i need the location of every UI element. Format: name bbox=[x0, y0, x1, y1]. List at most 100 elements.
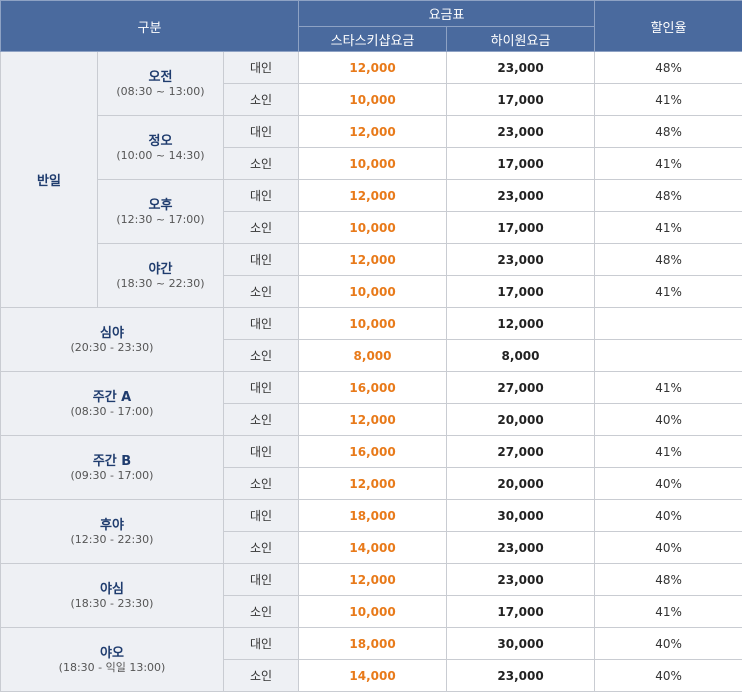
discount-cell: 48% bbox=[594, 179, 742, 212]
age-cell: 소인 bbox=[222, 83, 300, 116]
star-price-cell: 12,000 bbox=[298, 467, 448, 500]
age-cell: 소인 bbox=[222, 403, 300, 436]
age-cell: 소인 bbox=[222, 659, 300, 692]
session-label: 오후 (12:30 ~ 17:00) bbox=[97, 179, 224, 244]
star-price-cell: 16,000 bbox=[298, 371, 448, 404]
high-price-cell: 23,000 bbox=[446, 563, 596, 596]
star-price-cell: 12,000 bbox=[298, 243, 448, 276]
high-price-cell: 17,000 bbox=[446, 211, 596, 244]
table-row: 반일 오전 (08:30 ~ 13:00) 대인 12,000 23,000 48% bbox=[0, 51, 742, 308]
age-cell: 소인 bbox=[222, 467, 300, 500]
table-row: 심야 (20:30 - 23:30) 대인 10,000 12,000 bbox=[0, 307, 742, 372]
table-row: 소인 10,000 17,000 41% bbox=[1, 83, 742, 116]
high-price-cell: 23,000 bbox=[446, 115, 596, 148]
discount-cell: 48% bbox=[594, 563, 742, 596]
group-time: (08:30 - 17:00) bbox=[70, 404, 154, 418]
table-row: 소인 10,000 17,000 41% bbox=[1, 147, 742, 180]
high-price-cell: 23,000 bbox=[446, 243, 596, 276]
high-price-cell: 8,000 bbox=[446, 339, 596, 372]
high-price-cell: 23,000 bbox=[446, 179, 596, 212]
discount-cell: 40% bbox=[594, 499, 742, 532]
header-star-price: 스타스키샵요금 bbox=[298, 26, 448, 52]
age-cell: 대인 bbox=[222, 307, 300, 340]
group-label: 야심 (18:30 - 23:30) bbox=[0, 563, 224, 628]
star-price-cell: 10,000 bbox=[298, 275, 448, 308]
star-price-cell: 14,000 bbox=[298, 659, 448, 692]
high-price-cell: 17,000 bbox=[446, 83, 596, 116]
high-price-cell: 23,000 bbox=[446, 659, 596, 692]
session-time: (12:30 ~ 17:00) bbox=[116, 212, 205, 226]
fee-table-body: 반일 오전 (08:30 ~ 13:00) 대인 12,000 23,000 48% 소인 10… bbox=[0, 51, 742, 692]
age-cell: 대인 bbox=[222, 371, 300, 404]
group-time: (18:30 - 23:30) bbox=[70, 596, 154, 610]
discount-cell: 41% bbox=[594, 211, 742, 244]
table-row: 소인 12,000 20,000 40% bbox=[1, 403, 742, 436]
discount-cell: 41% bbox=[594, 435, 742, 468]
discount-cell: 41% bbox=[594, 275, 742, 308]
table-row: 주간 A (08:30 - 17:00) 대인 16,000 27,000 41% bbox=[0, 371, 742, 436]
session-name: 야간 bbox=[148, 261, 173, 277]
session-time: (18:30 ~ 22:30) bbox=[116, 276, 205, 290]
group-name: 후야 bbox=[100, 517, 124, 533]
group-time: (20:30 - 23:30) bbox=[70, 340, 154, 354]
discount-cell bbox=[594, 339, 742, 372]
discount-cell: 41% bbox=[594, 147, 742, 180]
star-price-cell: 14,000 bbox=[298, 531, 448, 564]
table-row: 소인 10,000 17,000 41% bbox=[1, 595, 742, 628]
group-name: 주간 A bbox=[92, 389, 132, 405]
discount-cell: 40% bbox=[594, 467, 742, 500]
group-label: 주간 B (09:30 - 17:00) bbox=[0, 435, 224, 500]
discount-cell: 41% bbox=[594, 371, 742, 404]
high-price-cell: 30,000 bbox=[446, 627, 596, 660]
session-label: 오전 (08:30 ~ 13:00) bbox=[97, 51, 224, 116]
age-cell: 대인 bbox=[222, 179, 300, 212]
star-price-cell: 10,000 bbox=[298, 147, 448, 180]
age-cell: 대인 bbox=[222, 435, 300, 468]
high-price-cell: 30,000 bbox=[446, 499, 596, 532]
star-price-cell: 18,000 bbox=[298, 627, 448, 660]
age-cell: 소인 bbox=[222, 531, 300, 564]
table-row: 소인 8,000 8,000 bbox=[1, 339, 742, 372]
table-row: 소인 10,000 17,000 41% bbox=[1, 211, 742, 244]
discount-cell: 41% bbox=[594, 595, 742, 628]
header-high-price: 하이원요금 bbox=[446, 26, 596, 52]
table-row: 후야 (12:30 - 22:30) 대인 18,000 30,000 40% bbox=[0, 499, 742, 564]
discount-cell: 40% bbox=[594, 531, 742, 564]
star-price-cell: 18,000 bbox=[298, 499, 448, 532]
high-price-cell: 17,000 bbox=[446, 275, 596, 308]
star-price-cell: 12,000 bbox=[298, 115, 448, 148]
age-cell: 소인 bbox=[222, 147, 300, 180]
group-time: (12:30 - 22:30) bbox=[70, 532, 154, 546]
age-cell: 대인 bbox=[222, 563, 300, 596]
session-name: 오전 bbox=[148, 69, 173, 85]
high-price-cell: 23,000 bbox=[446, 51, 596, 84]
header-fee-table: 요금표 bbox=[298, 0, 596, 27]
discount-cell: 40% bbox=[594, 627, 742, 660]
table-row: 야심 (18:30 - 23:30) 대인 12,000 23,000 48% bbox=[0, 563, 742, 628]
table-row: 오후 (12:30 ~ 17:00) 대인 12,000 23,000 48% bbox=[1, 179, 742, 244]
table-row: 소인 14,000 23,000 40% bbox=[1, 531, 742, 564]
table-row: 야간 (18:30 ~ 22:30) 대인 12,000 23,000 48% bbox=[1, 243, 742, 308]
session-time: (08:30 ~ 13:00) bbox=[116, 84, 205, 98]
star-price-cell: 12,000 bbox=[298, 179, 448, 212]
half-day-label: 반일 bbox=[0, 51, 98, 308]
group-label: 야오 (18:30 - 익일 13:00) bbox=[0, 627, 224, 692]
table-row: 야오 (18:30 - 익일 13:00) 대인 18,000 30,000 40% bbox=[0, 627, 742, 692]
age-cell: 대인 bbox=[222, 115, 300, 148]
high-price-cell: 17,000 bbox=[446, 147, 596, 180]
age-cell: 소인 bbox=[222, 275, 300, 308]
group-label: 주간 A (08:30 - 17:00) bbox=[0, 371, 224, 436]
high-price-cell: 17,000 bbox=[446, 595, 596, 628]
star-price-cell: 10,000 bbox=[298, 83, 448, 116]
age-cell: 소인 bbox=[222, 339, 300, 372]
group-time: (18:30 - 익일 13:00) bbox=[58, 660, 166, 674]
high-price-cell: 27,000 bbox=[446, 435, 596, 468]
header-category: 구분 bbox=[0, 0, 300, 52]
group-name: 야오 bbox=[100, 645, 124, 661]
age-cell: 대인 bbox=[222, 51, 300, 84]
high-price-cell: 12,000 bbox=[446, 307, 596, 340]
high-price-cell: 23,000 bbox=[446, 531, 596, 564]
group-time: (09:30 - 17:00) bbox=[70, 468, 154, 482]
group-name: 심야 bbox=[100, 325, 124, 341]
